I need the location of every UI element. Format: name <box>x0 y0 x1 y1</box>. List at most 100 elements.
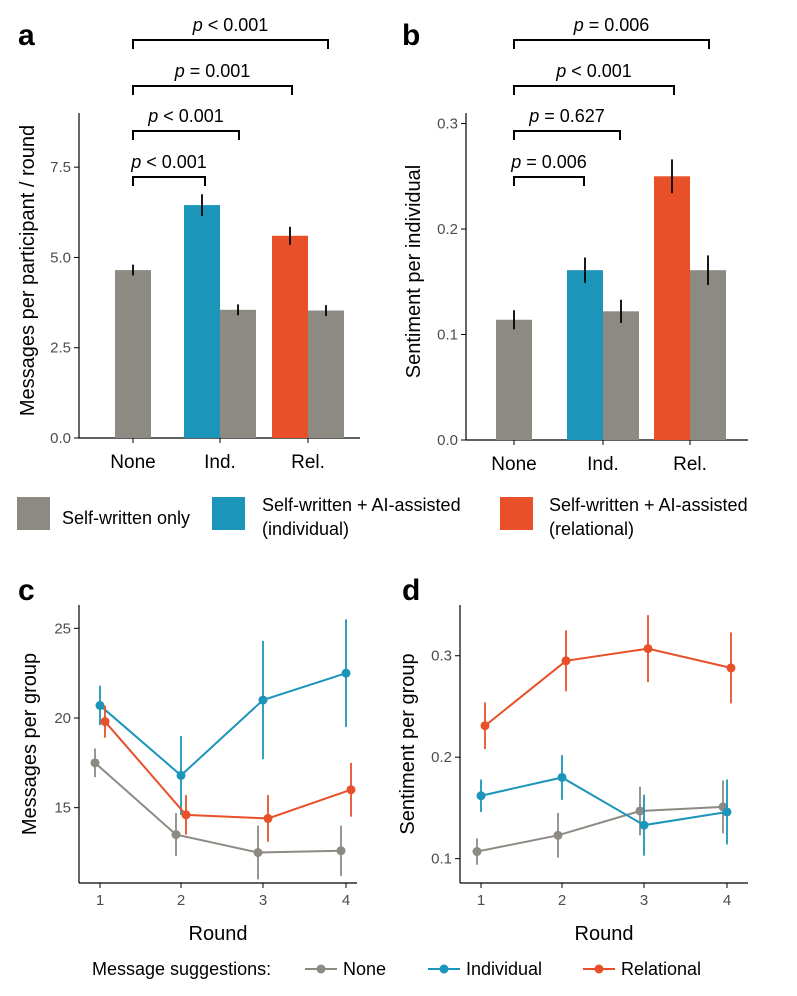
series-line-individual <box>99 672 347 777</box>
y-axis-title: Sentiment per individual <box>403 165 425 378</box>
legend-label-individual: (individual) <box>262 519 349 539</box>
legend-label-none: Self-written only <box>62 508 190 528</box>
bar-ind-individual <box>567 270 603 440</box>
point-relational <box>643 644 653 654</box>
significance-bracket <box>513 130 621 140</box>
panel-letter-a: a <box>18 19 35 52</box>
legend-key-relational <box>500 497 533 530</box>
y-tick-label: 15 <box>54 800 71 817</box>
y-axis-title: Sentiment per group <box>397 653 419 834</box>
legend-key-none <box>17 497 50 530</box>
legend-marker-none <box>316 964 326 974</box>
x-tick-label: Rel. <box>673 454 707 475</box>
point-individual <box>176 770 186 780</box>
point-individual <box>476 791 486 801</box>
point-relational <box>480 721 490 731</box>
p-value-label: p < 0.001 <box>555 61 632 81</box>
bottom-legend: Message suggestions: None Individual Relati… <box>92 959 701 979</box>
x-axis-title: Round <box>189 923 248 945</box>
x-tick-label: Ind. <box>204 452 236 473</box>
y-tick-label: 2.5 <box>50 340 71 357</box>
p-value-label: p < 0.001 <box>147 106 224 126</box>
y-axis-title: Messages per participant / round <box>17 125 39 416</box>
x-tick-label: None <box>491 454 536 475</box>
x-tick-label: 1 <box>96 892 104 909</box>
point-individual <box>639 820 649 830</box>
point-none <box>553 830 563 840</box>
significance-bracket <box>132 85 293 95</box>
x-tick-label: 1 <box>477 892 485 909</box>
point-none <box>336 846 346 856</box>
significance-bracket <box>132 39 329 49</box>
bar-ind-individual <box>184 205 220 438</box>
y-tick-label: 20 <box>54 710 71 727</box>
significance-bracket <box>513 176 585 186</box>
p-value-label: p < 0.001 <box>192 15 269 35</box>
point-relational <box>100 717 110 727</box>
series-line-relational <box>104 720 352 820</box>
point-none <box>635 806 645 816</box>
bar-rel-relational <box>272 235 308 438</box>
point-relational <box>561 656 571 666</box>
y-tick-label: 0.2 <box>431 749 452 766</box>
x-tick-label: 2 <box>558 892 566 909</box>
bar-rel-relational <box>654 176 690 440</box>
p-value-label: p = 0.006 <box>510 152 587 172</box>
series-line-none <box>94 762 342 854</box>
panel-a-bar-chart: a 0.0 2.5 5.0 7.5 None Ind. Rel. Messages per pa… <box>17 15 360 473</box>
significance-bracket <box>132 130 240 140</box>
point-none <box>472 847 482 857</box>
legend-key-individual <box>212 497 245 530</box>
bar-none-none <box>115 270 151 438</box>
legend-marker-individual <box>439 964 449 974</box>
bar-rel-none <box>308 310 344 438</box>
bar-ind-none <box>220 309 256 438</box>
point-individual <box>557 772 567 782</box>
y-tick-label: 5.0 <box>50 249 71 266</box>
significance-bracket <box>132 176 206 186</box>
panel-c-line-chart: c 15 20 25 1 2 3 4 Round Messages per group <box>18 574 357 945</box>
p-value-label: p = 0.006 <box>573 15 650 35</box>
p-value-label: p = 0.001 <box>174 61 251 81</box>
x-tick-label: 4 <box>723 892 731 909</box>
series-line-none <box>476 805 724 853</box>
bar-rel-none <box>690 270 726 440</box>
top-legend: Self-written only Self-written + AI-assis… <box>17 495 748 539</box>
y-tick-label: 0.1 <box>431 851 452 868</box>
point-relational <box>726 663 736 673</box>
p-value-label: p < 0.001 <box>130 152 207 172</box>
x-tick-label: 3 <box>640 892 648 909</box>
point-none <box>253 848 263 858</box>
x-tick-label: 3 <box>259 892 267 909</box>
y-tick-label: 7.5 <box>50 159 71 176</box>
legend-label-relational: (relational) <box>549 519 634 539</box>
point-relational <box>181 810 191 820</box>
bar-ind-none <box>603 311 639 440</box>
legend-label-individual: Self-written + AI-assisted <box>262 495 461 515</box>
y-tick-label: 25 <box>54 620 71 637</box>
point-individual <box>722 807 732 817</box>
panel-d-line-chart: d 0.1 0.2 0.3 1 2 3 4 Round Sentiment per group <box>397 574 748 945</box>
x-tick-label: Ind. <box>587 454 619 475</box>
panel-letter-d: d <box>402 574 420 607</box>
x-tick-label: 2 <box>177 892 185 909</box>
y-tick-label: 0.0 <box>437 432 458 449</box>
x-tick-label: 4 <box>342 892 350 909</box>
point-relational <box>346 785 356 795</box>
x-axis-title: Round <box>575 923 634 945</box>
legend-label-individual: Individual <box>466 959 542 979</box>
series-line-individual <box>480 776 728 827</box>
panel-letter-b: b <box>402 19 420 52</box>
p-value-label: p = 0.627 <box>528 106 605 126</box>
point-relational <box>263 813 273 823</box>
legend-marker-relational <box>594 964 604 974</box>
point-individual <box>341 668 351 678</box>
significance-bracket <box>513 85 675 95</box>
y-tick-label: 0.3 <box>437 116 458 133</box>
x-tick-label: Rel. <box>291 452 325 473</box>
point-none <box>171 830 181 840</box>
point-individual <box>258 695 268 705</box>
y-tick-label: 0.0 <box>50 430 71 447</box>
point-none <box>90 758 100 768</box>
